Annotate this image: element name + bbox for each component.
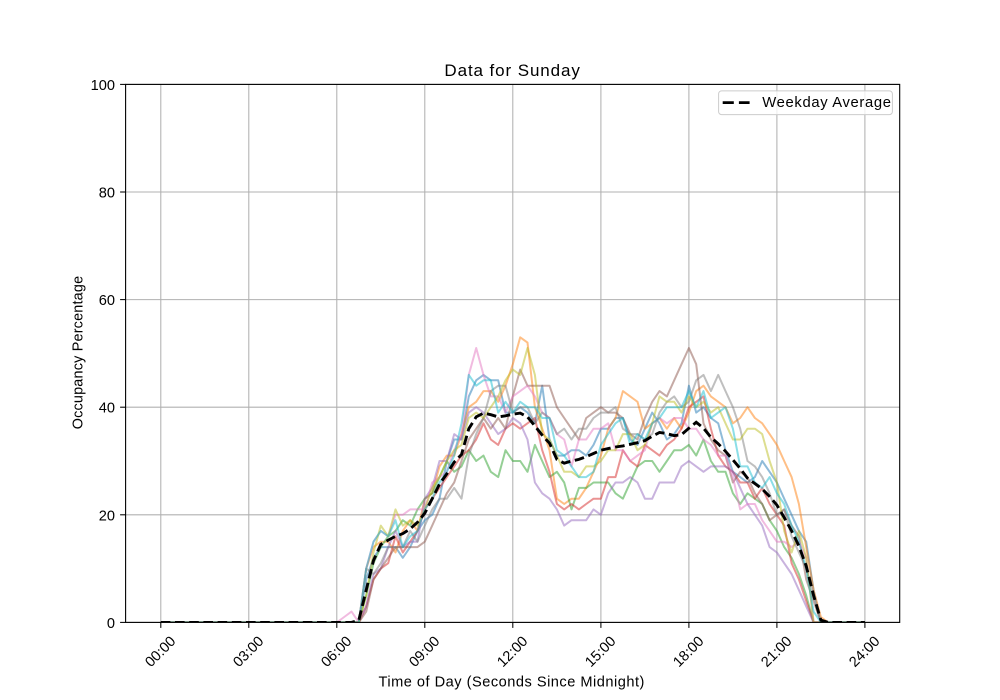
svg-text:Data for Sunday: Data for Sunday (444, 61, 580, 80)
svg-text:40: 40 (99, 401, 115, 417)
svg-text:Time of Day (Seconds Since Mid: Time of Day (Seconds Since Midnight) (378, 674, 644, 690)
svg-text:Occupancy Percentage: Occupancy Percentage (71, 276, 87, 430)
svg-text:20: 20 (99, 508, 115, 524)
svg-text:60: 60 (99, 293, 115, 309)
svg-text:80: 80 (99, 186, 115, 202)
svg-text:100: 100 (91, 78, 115, 94)
svg-text:0: 0 (107, 616, 115, 632)
svg-text:Weekday Average: Weekday Average (762, 95, 891, 111)
